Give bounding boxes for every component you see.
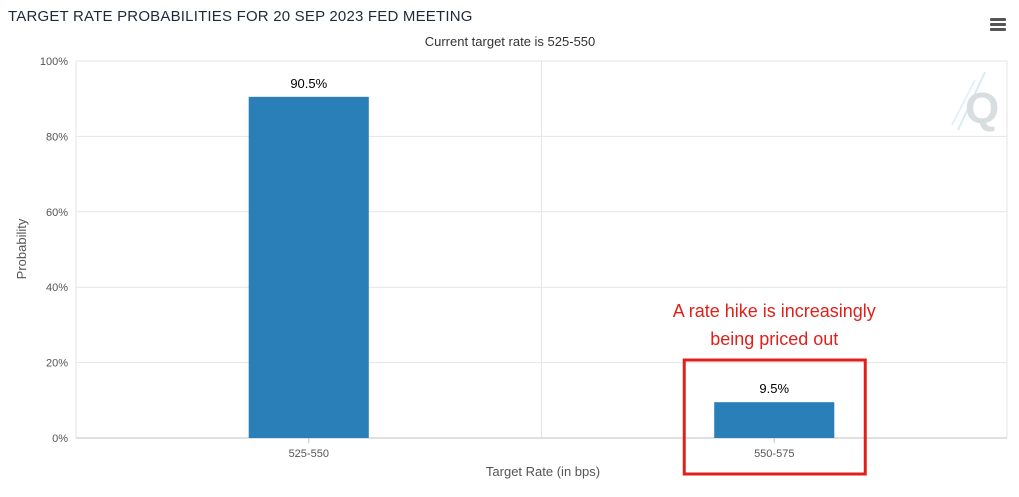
y-tick-label: 40% <box>46 282 68 294</box>
bar-525-550[interactable] <box>248 96 369 438</box>
y-tick-label: 80% <box>46 131 68 143</box>
data-label-525-550: 90.5% <box>290 76 327 91</box>
data-labels: 90.5% 9.5% <box>290 76 789 396</box>
annotation-line-1: A rate hike is increasingly <box>673 301 876 321</box>
y-tick-label: 0% <box>52 433 68 445</box>
logo-letter: Q <box>965 84 999 133</box>
bars <box>248 96 835 438</box>
annotation: A rate hike is increasingly being priced… <box>673 301 876 476</box>
x-axis-ticks: 525-550 550-575 <box>289 438 794 460</box>
y-axis-title: Probability <box>14 218 29 279</box>
data-label-550-575: 9.5% <box>759 381 789 396</box>
x-axis-title: Target Rate (in bps) <box>486 464 600 479</box>
x-tick-label: 525-550 <box>289 448 329 460</box>
x-tick-label: 550-575 <box>754 448 794 460</box>
bar-550-575[interactable] <box>714 402 835 438</box>
y-tick-label: 20% <box>46 358 68 370</box>
chart-title: TARGET RATE PROBABILITIES FOR 20 SEP 202… <box>8 8 473 25</box>
y-axis-ticks: 0% 20% 40% 60% 80% 100% <box>40 56 68 445</box>
y-tick-label: 60% <box>46 207 68 219</box>
y-tick-label: 100% <box>40 56 68 68</box>
quikstrike-logo: Q <box>951 71 999 133</box>
annotation-highlight-box <box>682 358 867 476</box>
hamburger-menu-icon[interactable] <box>988 16 1008 34</box>
gridlines <box>75 60 1008 439</box>
annotation-line-2: being priced out <box>710 329 838 349</box>
chart-subtitle: Current target rate is 525-550 <box>425 34 596 49</box>
